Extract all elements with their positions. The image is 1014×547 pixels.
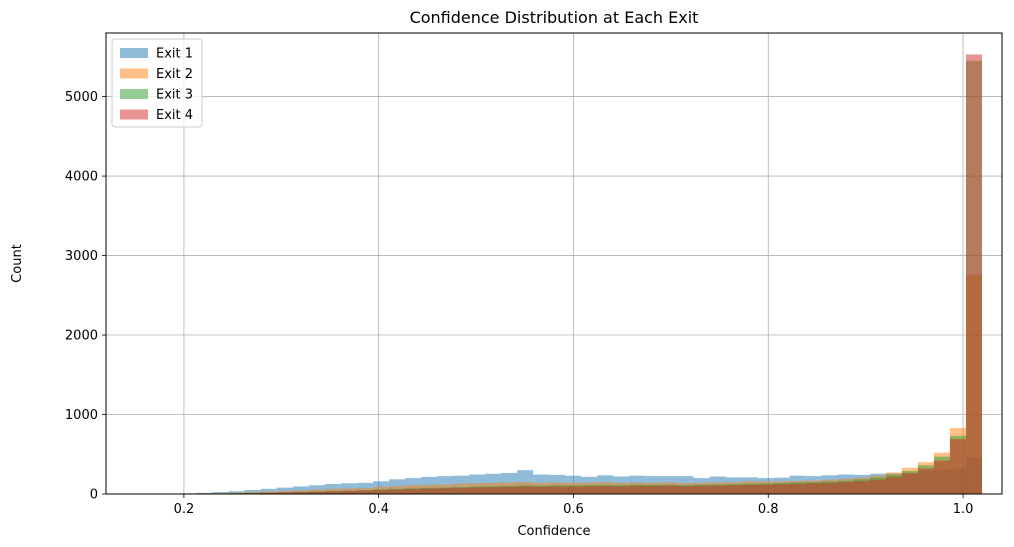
plot-frame: [105, 32, 1003, 495]
histogram-bar: [212, 492, 229, 494]
legend-swatch: [120, 89, 148, 99]
histogram-bar: [260, 488, 277, 494]
y-tick-label: 4000: [65, 170, 98, 185]
grid-lines: [106, 33, 1002, 495]
y-tick-label: 1000: [65, 408, 98, 423]
legend-label: Exit 4: [156, 108, 193, 123]
histogram-bar: [324, 491, 341, 494]
histogram-bar: [276, 487, 293, 494]
histogram-bar: [260, 492, 277, 494]
histogram-bar: [613, 486, 630, 494]
x-tick-label: 0.6: [563, 502, 584, 517]
x-tick-label: 0.8: [758, 502, 779, 517]
chart-title: Confidence Distribution at Each Exit: [410, 8, 699, 27]
histogram-bar: [436, 488, 453, 494]
legend-swatch: [120, 109, 148, 120]
histogram-bar: [885, 477, 902, 494]
histogram-bar: [565, 486, 582, 494]
histogram-bar: [901, 473, 918, 494]
legend-label: Exit 2: [156, 67, 193, 82]
histogram-bar: [773, 484, 790, 494]
histogram-bar: [965, 54, 982, 494]
histogram-bar: [677, 486, 694, 494]
histogram-bar: [933, 460, 950, 494]
histogram-bar: [709, 485, 726, 494]
x-axis-ticks: 0.2 0.4 0.6 0.8 1.0: [174, 494, 974, 517]
legend-label: Exit 3: [156, 88, 193, 103]
histogram-bar: [645, 486, 662, 494]
histogram-bar: [741, 484, 758, 494]
x-axis-label: Confidence: [517, 524, 590, 539]
histogram-bar: [725, 485, 742, 494]
histogram-bar: [388, 489, 405, 494]
y-tick-label: 2000: [65, 329, 98, 344]
histogram-bar: [581, 486, 598, 494]
legend-box: [111, 38, 203, 128]
histogram-bar: [356, 490, 373, 494]
histogram-bar: [340, 490, 357, 494]
histogram-bar: [693, 485, 710, 494]
histogram-bars: [164, 54, 982, 494]
x-tick-label: 0.2: [174, 502, 195, 517]
y-axis-ticks: 0 1000 2000 3000 4000 5000: [65, 90, 106, 503]
histogram-bar: [372, 490, 389, 494]
y-tick-label: 5000: [65, 90, 98, 105]
histogram-bar: [292, 492, 309, 494]
histogram-bar: [485, 487, 502, 494]
histogram-bar: [292, 486, 309, 494]
histogram-bar: [420, 488, 437, 494]
x-tick-label: 0.4: [368, 502, 389, 517]
histogram-bar: [629, 485, 646, 494]
y-tick-label: 0: [90, 488, 98, 503]
histogram-bar: [501, 486, 518, 494]
histogram-bar: [821, 482, 838, 494]
histogram-bar: [549, 486, 566, 494]
y-tick-label: 3000: [65, 249, 98, 264]
series-4-bars: [164, 54, 982, 494]
legend-swatch: [120, 68, 148, 79]
histogram-bar: [404, 489, 421, 494]
legend-label: Exit 1: [156, 47, 193, 62]
legend: Exit 1 Exit 2 Exit 3 Exit 4: [111, 38, 203, 128]
histogram-bar: [917, 468, 934, 494]
histogram-bar: [837, 482, 854, 494]
histogram-bar: [789, 483, 806, 494]
legend-swatch: [120, 48, 148, 58]
histogram-bar: [853, 481, 870, 494]
histogram-bar: [276, 492, 293, 494]
histogram-bar: [757, 484, 774, 494]
histogram-bar: [661, 485, 678, 494]
x-tick-label: 1.0: [953, 502, 974, 517]
histogram-bar: [949, 439, 966, 494]
histogram-bar: [308, 491, 325, 494]
histogram-bar: [533, 486, 550, 494]
histogram-bar: [469, 487, 486, 494]
y-axis-label: Count: [10, 244, 25, 283]
histogram-bar: [517, 486, 534, 494]
histogram-bar: [805, 483, 822, 494]
histogram-bar: [869, 479, 886, 494]
histogram-bar: [597, 486, 614, 494]
histogram-bar: [452, 487, 470, 494]
